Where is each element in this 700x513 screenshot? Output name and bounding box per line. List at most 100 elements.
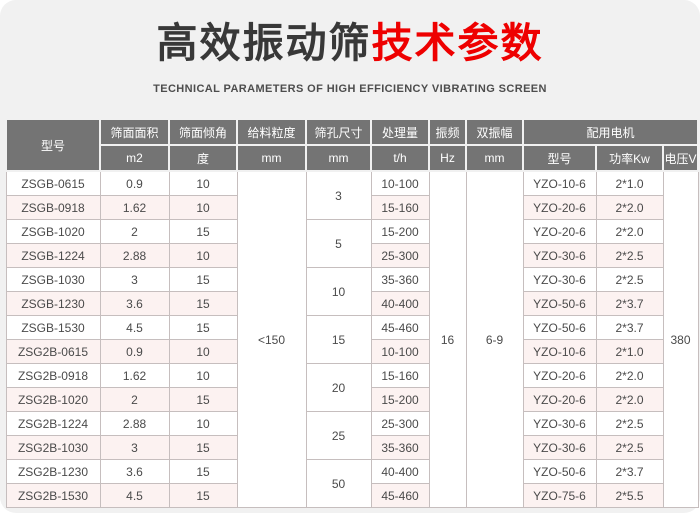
table-row: ZSGB-0615 0.9 10 <150 3 10-100 16 6-9 YZO-10-6 2*… <box>5 170 699 508</box>
cell-motor-power: 2*2.5 <box>595 267 664 292</box>
cell-model: ZSG2B-1030 <box>5 435 101 460</box>
table-row: ZSGB-1230 3.6 15 40-400 YZO-50-6 2*3.7 <box>5 291 698 316</box>
cell-model: ZSG2B-1230 <box>5 459 101 484</box>
cell-mesh-size: 50 <box>305 459 372 508</box>
header-mesh-size-unit: mm <box>305 144 372 172</box>
cell-incline: 10 <box>168 363 238 388</box>
cell-capacity: 15-200 <box>370 387 430 412</box>
cell-area: 2 <box>99 387 170 412</box>
header-frequency-unit: Hz <box>428 144 467 172</box>
cell-incline: 15 <box>168 219 238 244</box>
title-red-part: 技术参数 <box>371 20 544 66</box>
cell-motor-power: 2*2.0 <box>595 387 664 412</box>
table-row: ZSGB-0918 1.62 10 15-160 YZO-20-6 2*2.0 <box>5 195 698 220</box>
cell-incline: 10 <box>168 243 238 268</box>
cell-capacity: 45-460 <box>370 483 430 508</box>
cell-feed-size: <150 <box>236 170 307 508</box>
cell-capacity: 25-300 <box>370 243 430 268</box>
cell-motor-model: YZO-30-6 <box>522 267 597 292</box>
table-body: ZSGB-0615 0.9 10 <150 3 10-100 16 6-9 YZO-10-6 2*… <box>5 170 699 508</box>
header-screen-area: 筛面面积 <box>99 118 170 146</box>
cell-capacity: 35-360 <box>370 435 430 460</box>
header-motor-power: 功率Kw <box>595 144 664 172</box>
cell-capacity: 15-160 <box>370 195 430 220</box>
cell-capacity: 45-460 <box>370 315 430 340</box>
cell-model: ZSG2B-0615 <box>5 339 101 364</box>
cell-motor-power: 2*2.5 <box>595 411 664 436</box>
cell-area: 3.6 <box>99 459 170 484</box>
cell-model: ZSG2B-0918 <box>5 363 101 388</box>
cell-mesh-size: 15 <box>305 315 372 364</box>
cell-motor-power: 2*5.5 <box>595 483 664 508</box>
cell-mesh-size: 20 <box>305 363 372 412</box>
cell-area: 1.62 <box>99 363 170 388</box>
header-feed-size: 给料粒度 <box>236 118 307 146</box>
table-row: ZSG2B-0615 0.9 10 10-100 YZO-10-6 2*1.0 <box>5 339 698 364</box>
cell-area: 0.9 <box>99 170 170 196</box>
header-model: 型号 <box>5 118 101 172</box>
table-header: 型号 筛面面积 筛面倾角 给料粒度 筛孔尺寸 处理量 振频 双振幅 配用电机 m… <box>5 118 699 172</box>
cell-incline: 15 <box>168 315 238 340</box>
cell-motor-model: YZO-20-6 <box>522 195 597 220</box>
cell-model: ZSG2B-1020 <box>5 387 101 412</box>
cell-capacity: 25-300 <box>370 411 430 436</box>
header-motor-voltage: 电压V <box>662 144 699 172</box>
cell-capacity: 10-100 <box>370 339 430 364</box>
header-row-2: m2 度 mm mm t/h Hz mm 型号 功率Kw 电压V <box>6 144 699 172</box>
header-capacity: 处理量 <box>370 118 430 146</box>
cell-capacity: 35-360 <box>370 267 430 292</box>
cell-motor-model: YZO-50-6 <box>522 459 597 484</box>
cell-frequency: 16 <box>428 170 467 508</box>
cell-mesh-size: 5 <box>305 219 372 268</box>
cell-model: ZSGB-1224 <box>5 243 101 268</box>
cell-mesh-size: 25 <box>305 411 372 460</box>
table-row: ZSG2B-1224 2.88 10 25 25-300 YZO-30-6 2*2.5 <box>5 411 698 460</box>
cell-capacity: 10-100 <box>370 170 430 196</box>
cell-capacity: 15-160 <box>370 363 430 388</box>
cell-incline: 15 <box>168 483 238 508</box>
cell-motor-model: YZO-10-6 <box>522 339 597 364</box>
cell-model: ZSGB-1530 <box>5 315 101 340</box>
cell-motor-model: YZO-20-6 <box>522 387 597 412</box>
cell-motor-power: 2*3.7 <box>595 459 664 484</box>
table-row: ZSG2B-1530 4.5 15 45-460 YZO-75-6 2*5.5 <box>5 483 698 508</box>
cell-mesh-size: 10 <box>305 267 372 316</box>
cell-area: 4.5 <box>99 483 170 508</box>
page-subtitle: TECHNICAL PARAMETERS OF HIGH EFFICIENCY … <box>153 83 547 96</box>
header-row-1: 型号 筛面面积 筛面倾角 给料粒度 筛孔尺寸 处理量 振频 双振幅 配用电机 <box>5 118 699 172</box>
title-black-part: 高效振动筛 <box>156 20 372 66</box>
cell-motor-model: YZO-30-6 <box>522 243 597 268</box>
cell-area: 2.88 <box>99 411 170 436</box>
header-mesh-size: 筛孔尺寸 <box>305 118 372 146</box>
cell-motor-power: 2*2.0 <box>595 219 664 244</box>
table-row: ZSGB-1530 4.5 15 15 45-460 YZO-50-6 2*3.7 <box>5 315 698 364</box>
cell-motor-power: 2*2.5 <box>595 243 664 268</box>
cell-motor-power: 2*3.7 <box>595 291 664 316</box>
cell-motor-model: YZO-20-6 <box>522 219 597 244</box>
cell-area: 1.62 <box>99 195 170 220</box>
cell-motor-model: YZO-20-6 <box>522 363 597 388</box>
cell-motor-power: 2*2.0 <box>595 363 664 388</box>
cell-area: 0.9 <box>99 339 170 364</box>
header-screen-area-unit: m2 <box>99 144 170 172</box>
table-row: ZSGB-1020 2 15 5 15-200 YZO-20-6 2*2.0 <box>5 219 698 268</box>
cell-motor-power: 2*1.0 <box>595 339 664 364</box>
cell-incline: 15 <box>168 267 238 292</box>
header-capacity-unit: t/h <box>370 144 430 172</box>
cell-incline: 10 <box>168 170 238 196</box>
table-row: ZSG2B-0918 1.62 10 20 15-160 YZO-20-6 2*2.0 <box>5 363 698 412</box>
table-row: ZSG2B-1020 2 15 15-200 YZO-20-6 2*2.0 <box>5 387 698 412</box>
cell-area: 4.5 <box>99 315 170 340</box>
header-amplitude-unit: mm <box>465 144 524 172</box>
cell-incline: 15 <box>168 459 238 484</box>
header-motor: 配用电机 <box>522 118 699 146</box>
cell-incline: 15 <box>168 435 238 460</box>
table-row: ZSGB-1224 2.88 10 25-300 YZO-30-6 2*2.5 <box>5 243 698 268</box>
cell-capacity: 40-400 <box>370 459 430 484</box>
table-row: ZSGB-1030 3 15 10 35-360 YZO-30-6 2*2.5 <box>5 267 698 316</box>
header-feed-size-unit: mm <box>236 144 307 172</box>
cell-motor-model: YZO-30-6 <box>522 411 597 436</box>
cell-motor-power: 2*2.5 <box>595 435 664 460</box>
cell-incline: 10 <box>168 411 238 436</box>
